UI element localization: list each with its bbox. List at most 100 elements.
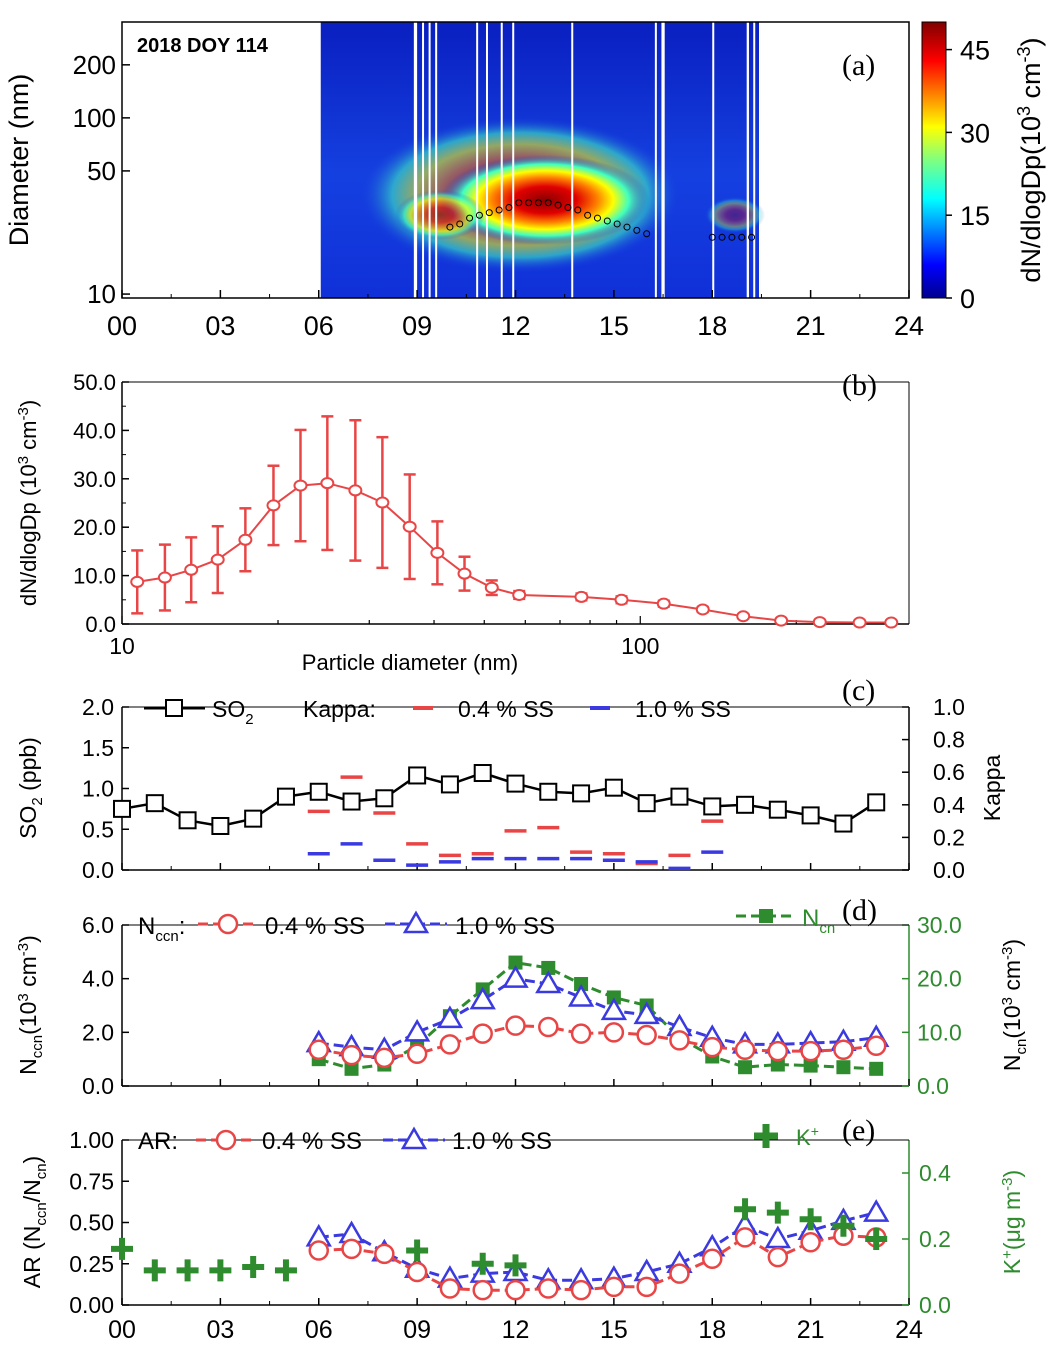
y-tick-label-right: 0.4 xyxy=(919,1160,951,1186)
k-point xyxy=(504,1254,527,1277)
heatmap-evening xyxy=(705,197,765,233)
heatmap-gap xyxy=(512,22,515,298)
x-tick-label: 21 xyxy=(797,1316,825,1344)
panel-label-c: (c) xyxy=(842,674,875,707)
ncn-point xyxy=(344,1061,359,1076)
y-tick-label-left: 0.75 xyxy=(69,1168,114,1194)
axes-d: 0.0 2.0 4.0 6.0 0.0 10.0 20.0 30.0 xyxy=(82,912,962,1099)
x-axis-label-b: Particle diameter (nm) xyxy=(302,650,518,675)
ar-04-point xyxy=(603,1276,625,1298)
distribution-point xyxy=(184,563,199,576)
so2-point xyxy=(834,814,853,833)
k-point xyxy=(242,1256,265,1279)
legend-ar-10-marker xyxy=(400,1126,428,1150)
y-tick-label-a: 200 xyxy=(73,50,116,80)
nccn-04-point xyxy=(341,1044,362,1066)
mode-point xyxy=(456,220,464,228)
nccn-04-point xyxy=(505,1015,526,1036)
y-tick-label-left: 1.0 xyxy=(82,776,114,802)
mode-point xyxy=(738,233,746,241)
x-tick-label: 03 xyxy=(206,1316,234,1344)
ar-k-series xyxy=(111,1198,890,1301)
mode-diameter-points xyxy=(446,199,756,241)
ncn-line xyxy=(318,961,877,1071)
nccn-04-point xyxy=(472,1023,493,1044)
heatmap-gap xyxy=(428,22,431,298)
x-tick-label: 15 xyxy=(600,1316,628,1344)
legend-c: SO2 Kappa: 0.4 % SS 1.0 % SS xyxy=(144,696,731,728)
heatmap-gap xyxy=(661,22,665,298)
mode-point xyxy=(574,206,582,214)
distribution-point xyxy=(375,496,390,509)
colorbar xyxy=(921,21,947,299)
nccn-10-point xyxy=(502,965,529,988)
nccn-04-point xyxy=(603,1022,625,1043)
ar-04-point xyxy=(472,1279,493,1301)
y-axis-label-e: AR (Nccn/Ncn) xyxy=(19,1156,50,1288)
so2-point xyxy=(211,816,230,835)
legend-kappa-04-label: 0.4 % SS xyxy=(458,696,554,722)
axes-b: 0.0 10.0 20.0 30.0 40.0 50.0 10 100 xyxy=(73,370,909,659)
heatmap-gap xyxy=(746,22,749,298)
so2-point xyxy=(703,797,722,816)
y-tick-label-right: 0.4 xyxy=(933,792,965,818)
x-tick-label: 12 xyxy=(502,1316,530,1344)
x-tick-label-a: 03 xyxy=(205,311,235,341)
legend-d: Nccn: 0.4 % SS 1.0 % SS Ncn xyxy=(138,905,835,945)
so2-point xyxy=(145,794,164,813)
x-tick-label: 06 xyxy=(305,1316,333,1344)
heatmap-gap xyxy=(654,22,657,298)
nccn-ncn-series xyxy=(305,955,890,1076)
k-point xyxy=(471,1252,494,1275)
k-point xyxy=(274,1259,297,1282)
x-tick-label: 00 xyxy=(108,1316,136,1344)
panel-c: 0.0 0.5 1.0 1.5 2.0 0.0 0.2 0.4 0.6 0.8 1.0 (c) SO… xyxy=(15,674,1005,883)
k-point xyxy=(143,1259,166,1282)
y-axis-label-b: dN/dlogDp (103 cm-3) xyxy=(15,400,41,606)
x-tick-label: 09 xyxy=(403,1316,431,1344)
legend-k-label: K+ xyxy=(796,1123,819,1150)
x-tick-label-a: 15 xyxy=(599,311,629,341)
mode-point xyxy=(613,220,621,228)
distribution-point xyxy=(402,520,417,533)
ar-10-line xyxy=(318,1211,877,1282)
panel-a: 2018 DOY 114 (a) 00 03 06 09 12 15 18 21 24 10 50 1… xyxy=(4,21,1046,341)
mode-point xyxy=(564,203,572,211)
y-tick-label-right: 20.0 xyxy=(917,966,962,992)
y-tick-label-right: 0.2 xyxy=(919,1226,951,1252)
k-point xyxy=(865,1228,888,1250)
ncn-point xyxy=(803,1058,818,1073)
heatmap-gap xyxy=(318,22,321,298)
mode-point xyxy=(466,214,474,222)
k-point xyxy=(111,1237,133,1260)
y-tick-label-left: 1.5 xyxy=(82,735,114,761)
ar-10-point xyxy=(764,1225,792,1249)
distribution-point xyxy=(574,590,589,603)
ncn-point xyxy=(541,960,556,975)
y-tick-label-left: 0.0 xyxy=(82,857,114,883)
so2-point xyxy=(506,774,525,793)
distribution-point xyxy=(484,581,499,594)
so2-kappa-series xyxy=(113,764,886,871)
ar-04-point xyxy=(767,1246,789,1268)
so2-point xyxy=(113,799,131,818)
annotation-date: 2018 DOY 114 xyxy=(137,35,269,57)
nccn-04-point xyxy=(570,1023,592,1044)
y-tick-label-right: 0.0 xyxy=(933,857,965,883)
y-axis-label-a: Diameter (nm) xyxy=(4,74,34,247)
ar-04-point xyxy=(734,1227,756,1248)
y-tick-label-left: 2.0 xyxy=(82,1019,114,1045)
mode-point xyxy=(525,199,533,207)
so2-point xyxy=(637,794,656,813)
heatmap-gap xyxy=(476,22,479,298)
distribution-point xyxy=(320,477,335,490)
colorbar-tick-label: 15 xyxy=(960,201,990,231)
y-tick-label-left: 1.00 xyxy=(69,1127,114,1153)
panel-e: 00 03 06 09 12 15 18 21 24 0.00 0.25 0.50 0.75 1.00 0.… xyxy=(19,1114,1025,1344)
distribution-point xyxy=(293,479,308,492)
ncn-point xyxy=(869,1061,884,1076)
colorbar-ticks: 0 15 30 45 xyxy=(946,36,990,314)
distribution-point xyxy=(238,533,253,546)
ar-04-point xyxy=(570,1279,592,1301)
mode-point xyxy=(633,226,641,234)
